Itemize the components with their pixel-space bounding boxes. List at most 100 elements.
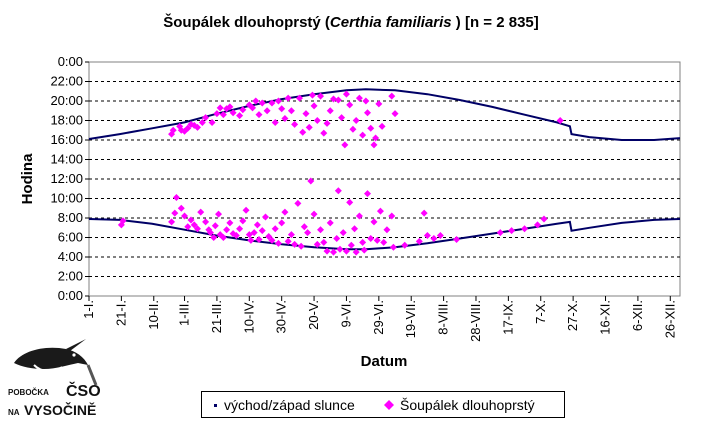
observation-point — [213, 110, 221, 118]
y-tick-label: 0:00 — [58, 54, 83, 69]
y-tick-label: 2:00 — [58, 269, 83, 284]
chart-title: Šoupálek dlouhoprstý (Certhia familiaris… — [163, 14, 539, 31]
observation-point — [193, 225, 201, 233]
observation-point — [336, 245, 344, 253]
observation-point — [320, 238, 328, 246]
observation-point — [190, 221, 198, 229]
observation-point — [232, 232, 240, 240]
observation-point — [263, 107, 271, 115]
observation-point — [304, 229, 312, 237]
observation-point — [305, 123, 313, 131]
observation-point — [265, 233, 273, 241]
observation-point — [119, 217, 127, 225]
observation-point — [313, 240, 321, 248]
observation-point — [363, 109, 371, 117]
observation-point — [373, 236, 381, 244]
observation-point — [226, 103, 234, 111]
x-tick-label: 27-X. — [565, 300, 580, 331]
observation-point — [211, 222, 219, 230]
logo: POBOČKA ČSO NA VYSOČINĚ — [4, 335, 104, 423]
observation-point — [171, 209, 179, 217]
observation-point — [556, 117, 564, 124]
observation-point — [287, 107, 295, 115]
y-tick-label: 20:00 — [50, 93, 83, 108]
observation-point — [359, 238, 367, 246]
observation-point — [346, 101, 354, 109]
observation-point — [334, 96, 342, 104]
observation-point — [540, 215, 548, 223]
observation-point — [430, 234, 438, 242]
x-tick-label: 6-XII. — [630, 300, 645, 331]
x-tick-label: 10-II. — [146, 300, 161, 330]
observation-point — [177, 204, 185, 212]
observation-point — [389, 243, 397, 251]
observation-point — [187, 216, 195, 224]
observation-point — [415, 237, 423, 245]
observation-point — [339, 229, 347, 237]
observation-point — [329, 95, 337, 103]
observation-point — [388, 212, 396, 220]
observation-point — [250, 229, 258, 237]
sunrise-line — [88, 218, 681, 251]
observation-point — [383, 226, 391, 234]
observation-point — [326, 107, 334, 115]
observation-point — [247, 236, 255, 244]
observation-point — [202, 114, 210, 122]
observation-point — [423, 232, 431, 240]
observation-point — [380, 238, 388, 246]
legend-sun-marker — [214, 404, 217, 407]
observation-point — [226, 219, 234, 227]
x-tick-label: 1-III. — [177, 300, 192, 326]
x-tick-label: 21-I. — [113, 300, 128, 326]
logo-region: VYSOČINĚ — [24, 402, 97, 418]
observation-point — [181, 212, 189, 220]
observation-point — [342, 247, 350, 255]
observation-point — [236, 112, 244, 120]
observation-point — [239, 217, 247, 225]
logo-line2: NA — [8, 408, 20, 417]
observation-point — [291, 120, 299, 128]
observation-point — [284, 94, 292, 102]
observation-point — [370, 218, 378, 226]
observation-point — [198, 118, 206, 126]
observation-point — [268, 236, 276, 244]
x-tick-label: 28-VIII. — [468, 300, 483, 342]
observation-point — [197, 208, 205, 216]
observation-point — [372, 134, 380, 142]
observation-point — [401, 241, 409, 249]
observation-point — [242, 206, 250, 214]
species-name: Certhia familiaris — [329, 14, 452, 31]
observation-point — [333, 234, 341, 242]
observation-point — [323, 119, 331, 127]
y-tick-label: 12:00 — [50, 171, 83, 186]
observation-point — [278, 219, 286, 227]
observation-point — [295, 94, 303, 102]
sunset-line — [88, 88, 681, 141]
observation-point — [249, 104, 257, 112]
observation-point — [297, 242, 305, 250]
observation-point — [216, 104, 224, 112]
x-tick-label: 10-IV. — [241, 300, 256, 334]
observation-point — [420, 209, 428, 217]
observation-point — [308, 91, 316, 99]
observation-point — [355, 94, 363, 102]
observation-point — [236, 225, 244, 233]
observation-point — [367, 234, 375, 242]
observation-point — [291, 240, 299, 248]
legend: východ/západ slunce Šoupálek dlouhoprstý — [201, 391, 565, 418]
observation-point — [323, 247, 331, 255]
x-tick-label: 8-VIII. — [436, 300, 451, 335]
observation-point — [255, 111, 263, 119]
x-tick-label: 21-III. — [209, 300, 224, 333]
y-tick-label: 14:00 — [50, 152, 83, 167]
x-tick-label: 19-VII. — [403, 300, 418, 338]
logo-brand: ČSO — [66, 383, 101, 400]
observation-point — [346, 198, 354, 206]
observation-point — [320, 129, 328, 137]
x-tick-label: 17-IX. — [500, 300, 515, 335]
observation-point — [313, 117, 321, 124]
observation-point — [168, 218, 176, 226]
observation-point — [352, 117, 360, 124]
observation-point — [281, 115, 289, 123]
